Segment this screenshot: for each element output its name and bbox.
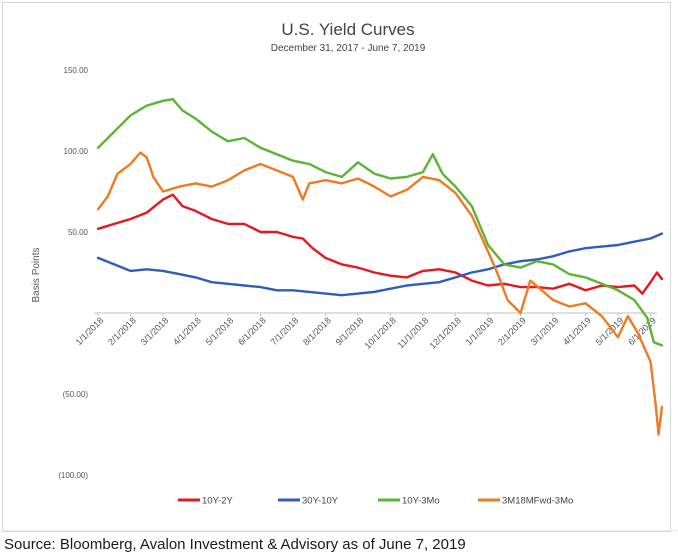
legend-label: 30Y-10Y [302, 496, 339, 507]
y-tick-label: (100.00) [58, 471, 88, 480]
x-tick-label: 8/1/2018 [301, 315, 333, 347]
source-caption: Source: Bloomberg, Avalon Investment & A… [4, 536, 466, 553]
x-tick-label: 4/1/2018 [171, 315, 203, 347]
y-tick-label: 50.00 [68, 228, 89, 237]
x-tick-label: 2/1/2018 [106, 315, 138, 347]
x-tick-label: 4/1/2019 [561, 315, 593, 347]
x-tick-label: 10/1/2018 [363, 315, 398, 350]
x-tick-label: 1/1/2019 [464, 315, 496, 347]
legend-label: 3M18MFwd-3Mo [502, 496, 573, 507]
y-tick-labels: 150.00 100.00 50.00 (50.00) (100.00) [58, 66, 88, 480]
divider [0, 530, 678, 531]
legend-label: 10Y-3Mo [402, 496, 440, 507]
x-tick-label: 2/1/2019 [496, 315, 528, 347]
yield-curve-chart: U.S. Yield Curves December 31, 2017 - Ju… [31, 20, 664, 507]
series-line-10y-2y [96, 193, 664, 295]
x-tick-label: 6/1/2018 [236, 315, 268, 347]
source-label: Source [4, 536, 52, 553]
x-tick-label: 12/1/2018 [428, 315, 463, 350]
source-text: : Bloomberg, Avalon Investment & Advisor… [51, 536, 466, 553]
x-tick-label: 3/1/2018 [139, 315, 171, 347]
x-tick-labels: 1/1/2018 2/1/2018 3/1/2018 4/1/2018 5/1/2018… [74, 313, 658, 351]
chart-frame: U.S. Yield Curves December 31, 2017 - Ju… [2, 2, 671, 532]
series-lines [96, 97, 664, 436]
x-tick-label: 3/1/2019 [529, 315, 561, 347]
y-tick-label: 150.00 [64, 66, 89, 75]
y-tick-label: (50.00) [63, 390, 89, 399]
y-tick-label: 100.00 [64, 147, 89, 156]
series-line-10y-3mo [96, 97, 664, 347]
x-tick-label: 11/1/2018 [396, 315, 431, 350]
x-tick-label: 9/1/2018 [334, 315, 366, 347]
y-axis-label: Basis Points [31, 247, 42, 302]
series-line-30y-10y [96, 232, 664, 297]
chart-title: U.S. Yield Curves [281, 20, 414, 39]
legend-label: 10Y-2Y [202, 496, 233, 507]
legend: 10Y-2Y 30Y-10Y 10Y-3Mo 3M18MFwd-3Mo [178, 496, 573, 507]
x-tick-label: 5/1/2018 [204, 315, 236, 347]
chart-subtitle: December 31, 2017 - June 7, 2019 [271, 43, 426, 54]
x-tick-label: 1/1/2018 [74, 315, 106, 347]
x-tick-label: 7/1/2018 [269, 315, 301, 347]
series-line-3m18mfwd-3mo [96, 151, 664, 436]
